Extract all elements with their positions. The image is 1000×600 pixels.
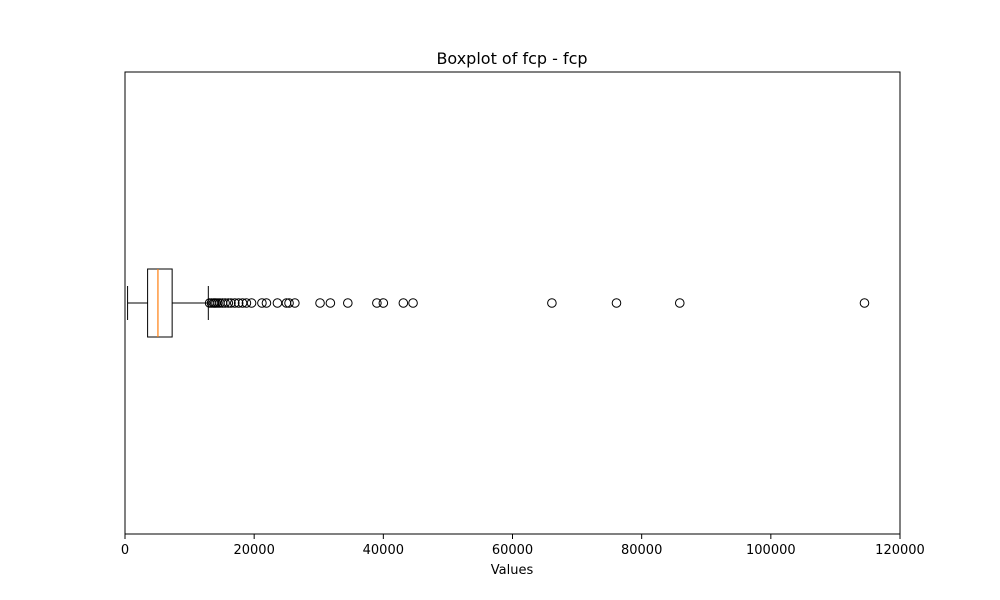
x-tick-label: 100000	[746, 543, 796, 558]
iqr-box	[147, 268, 173, 338]
outlier-point	[547, 298, 557, 308]
outlier-point	[343, 298, 353, 308]
outlier-point	[233, 298, 244, 308]
outlier-point	[315, 298, 325, 308]
outlier-point	[378, 298, 389, 308]
x-tick-label: 60000	[492, 543, 533, 558]
outlier-point	[290, 298, 300, 308]
outlier-point	[226, 298, 236, 308]
outlier-point	[220, 298, 230, 308]
outlier-point	[611, 298, 622, 308]
chart-title: Boxplot of fcp - fcp	[436, 49, 587, 68]
x-tick-label: 80000	[621, 543, 662, 558]
x-axis-label: Values	[491, 563, 534, 578]
outlier-point	[408, 298, 418, 308]
outlier-point	[229, 298, 240, 308]
x-axis: 0 20000 40000 60000 80000 100000 120000	[121, 534, 925, 558]
x-tick-label: 0	[121, 543, 129, 558]
outlier-point	[241, 298, 252, 308]
plot-frame	[124, 71, 901, 535]
outlier-point	[246, 298, 257, 308]
x-tick-label: 120000	[875, 543, 925, 558]
outlier-point	[398, 298, 409, 308]
outlier-point	[223, 298, 234, 308]
outlier-point	[859, 298, 870, 308]
outlier-point	[257, 298, 267, 308]
x-tick-label: 20000	[233, 543, 274, 558]
outlier-point	[674, 298, 685, 308]
chart-marks	[127, 268, 870, 338]
outlier-point	[284, 298, 294, 308]
outlier-point	[261, 298, 272, 308]
outlier-point	[272, 298, 283, 308]
outlier-point	[325, 298, 336, 308]
outlier-point	[372, 298, 382, 308]
x-tick-label: 40000	[363, 543, 404, 558]
